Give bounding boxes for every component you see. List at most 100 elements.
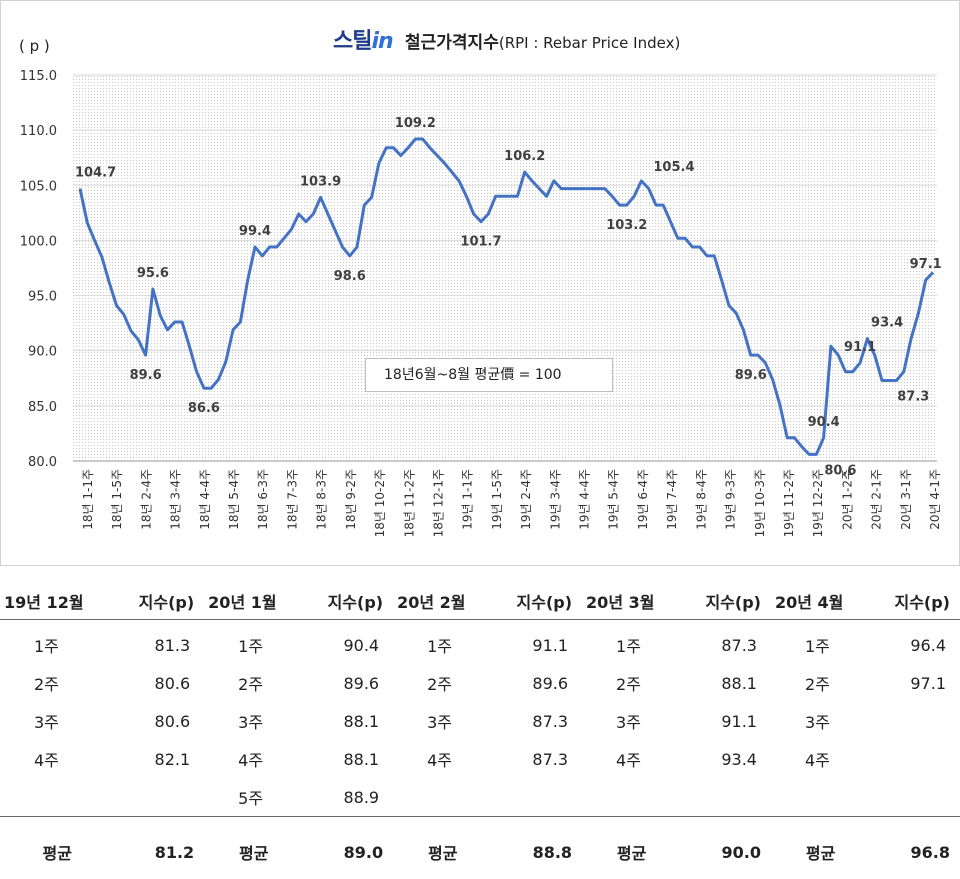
x-tick-label: 18년 1-1주 <box>81 469 95 530</box>
x-tick-label: 18년 2-4주 <box>139 469 153 530</box>
data-label: 104.7 <box>75 166 116 181</box>
x-tick-label: 18년 4-4주 <box>198 469 212 530</box>
x-tick-label: 19년 2-4주 <box>519 469 533 530</box>
week-label: 2주 <box>771 664 870 702</box>
month-header: 20년 2월 <box>393 583 492 620</box>
week-label: 3주 <box>204 702 303 740</box>
week-label: 1주 <box>0 620 114 665</box>
average-label: 평균 <box>582 817 681 879</box>
average-value: 89.0 <box>303 817 393 879</box>
week-value: 91.1 <box>492 620 582 665</box>
week-label: 4주 <box>0 740 114 778</box>
week-value <box>870 702 960 740</box>
week-value: 82.1 <box>114 740 204 778</box>
data-label: 97.1 <box>910 257 942 272</box>
week-label: 4주 <box>204 740 303 778</box>
x-tick-label: 19년 7-4주 <box>665 469 679 530</box>
average-value: 81.2 <box>114 817 204 879</box>
y-tick-label: 95.0 <box>28 290 57 305</box>
data-label: 87.3 <box>897 389 929 404</box>
week-value: 96.4 <box>870 620 960 665</box>
y-tick-label: 110.0 <box>20 124 57 139</box>
week-value <box>681 778 771 817</box>
data-label: 86.6 <box>188 401 220 416</box>
week-label: 4주 <box>771 740 870 778</box>
data-label: 99.4 <box>239 224 271 239</box>
x-tick-label: 18년 11-2주 <box>402 469 416 537</box>
month-header: 20년 4월 <box>771 583 870 620</box>
data-label: 103.9 <box>300 174 341 189</box>
week-value <box>870 778 960 817</box>
month-header: 19년 12월 <box>0 583 114 620</box>
x-tick-label: 20년 3-1주 <box>899 469 913 530</box>
week-value: 91.1 <box>681 702 771 740</box>
week-value: 89.6 <box>303 664 393 702</box>
data-label: 90.4 <box>808 415 840 430</box>
week-label: 2주 <box>393 664 492 702</box>
y-tick-label: 90.0 <box>28 345 57 360</box>
x-tick-label: 20년 2-1주 <box>870 469 884 530</box>
x-tick-label: 18년 10-2주 <box>373 469 387 537</box>
y-tick-label: 85.0 <box>28 400 57 415</box>
chart-title: 철근가격지수(RPI : Rebar Price Index) <box>405 28 680 53</box>
week-label <box>771 778 870 817</box>
week-label: 2주 <box>204 664 303 702</box>
index-header: 지수(p) <box>303 583 393 620</box>
week-label: 3주 <box>0 702 114 740</box>
index-header: 지수(p) <box>114 583 204 620</box>
week-label: 4주 <box>582 740 681 778</box>
x-tick-label: 19년 1-1주 <box>461 469 475 530</box>
y-axis-unit: ( p ) <box>19 37 50 55</box>
x-tick-label: 19년 11-2주 <box>782 469 796 537</box>
data-label: 103.2 <box>606 218 647 233</box>
y-tick-label: 105.0 <box>20 179 57 194</box>
week-value: 87.3 <box>492 702 582 740</box>
data-label: 89.6 <box>130 368 162 383</box>
x-tick-label: 19년 12-2주 <box>811 469 825 537</box>
x-tick-label: 19년 3-4주 <box>548 469 562 530</box>
average-label: 평균 <box>204 817 303 879</box>
week-label: 1주 <box>204 620 303 665</box>
week-value: 80.6 <box>114 664 204 702</box>
x-tick-label: 18년 5-4주 <box>227 469 241 530</box>
x-tick-label: 19년 4-4주 <box>578 469 592 530</box>
month-header: 20년 3월 <box>582 583 681 620</box>
week-value: 87.3 <box>492 740 582 778</box>
week-value: 93.4 <box>681 740 771 778</box>
data-label: 105.4 <box>653 160 694 175</box>
data-label: 95.6 <box>137 266 169 281</box>
average-label: 평균 <box>0 817 114 879</box>
x-tick-label: 19년 10-3주 <box>753 469 767 537</box>
x-tick-label: 20년 4-1주 <box>928 469 942 530</box>
week-value: 88.1 <box>303 740 393 778</box>
x-tick-label: 18년 8-3주 <box>315 469 329 530</box>
week-label: 1주 <box>582 620 681 665</box>
x-tick-label: 18년 6-3주 <box>256 469 270 530</box>
y-tick-label: 100.0 <box>20 234 57 249</box>
week-label: 1주 <box>393 620 492 665</box>
average-value: 90.0 <box>681 817 771 879</box>
week-label: 2주 <box>0 664 114 702</box>
data-label: 80.6 <box>824 463 856 478</box>
data-label: 89.6 <box>735 368 767 383</box>
x-tick-label: 18년 12-1주 <box>431 469 445 537</box>
steelin-logo: 스틸in <box>333 23 393 55</box>
x-tick-label: 18년 9-2주 <box>344 469 358 530</box>
index-header: 지수(p) <box>870 583 960 620</box>
week-label <box>0 778 114 817</box>
average-note-box: 18년6월~8월 평균價 = 100 <box>365 358 613 392</box>
week-value: 88.1 <box>303 702 393 740</box>
week-value: 90.4 <box>303 620 393 665</box>
x-tick-label: 19년 5-4주 <box>607 469 621 530</box>
x-tick-label: 19년 9-3주 <box>724 469 738 530</box>
week-label: 3주 <box>393 702 492 740</box>
x-tick-label: 18년 7-3주 <box>285 469 299 530</box>
week-value: 89.6 <box>492 664 582 702</box>
